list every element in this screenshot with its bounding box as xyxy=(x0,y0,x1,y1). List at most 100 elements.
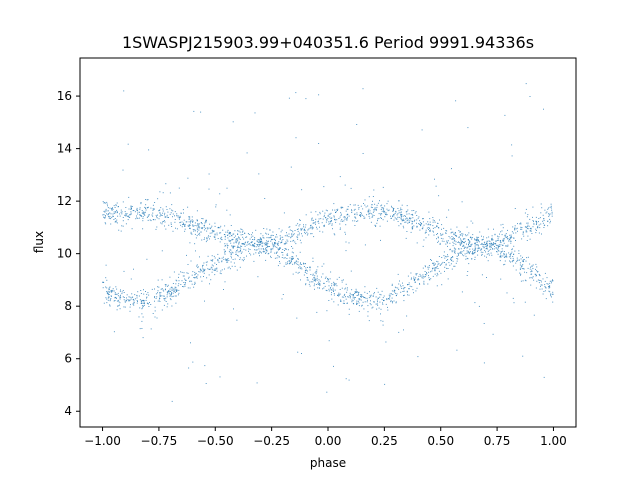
data-point xyxy=(165,301,167,302)
data-point xyxy=(350,270,352,272)
data-point xyxy=(358,310,360,312)
data-point xyxy=(376,299,378,301)
data-point xyxy=(287,263,288,265)
data-point xyxy=(492,243,494,245)
data-point xyxy=(474,242,476,244)
data-point xyxy=(316,271,318,273)
data-point xyxy=(114,293,116,295)
data-point xyxy=(102,281,104,283)
data-point xyxy=(262,249,264,251)
data-point xyxy=(364,217,366,219)
data-point xyxy=(417,278,419,280)
data-point xyxy=(292,273,294,275)
data-point xyxy=(529,230,531,232)
data-point xyxy=(397,221,399,222)
data-point xyxy=(123,306,125,308)
data-point xyxy=(358,299,360,301)
data-point xyxy=(216,234,218,236)
data-point xyxy=(544,290,546,292)
x-axis-ticks: −1.00 −0.75 −0.50 −0.25 0.00 0.25 0.50 0.75 1.00 xyxy=(84,427,567,448)
data-point xyxy=(183,212,184,214)
data-point xyxy=(452,260,454,262)
data-point xyxy=(240,248,242,250)
data-point xyxy=(125,213,127,215)
data-point xyxy=(157,214,158,216)
data-point xyxy=(123,90,125,92)
data-point xyxy=(162,210,164,212)
data-point xyxy=(121,211,123,213)
data-point xyxy=(485,248,487,250)
data-point xyxy=(526,216,528,218)
data-point xyxy=(330,289,332,291)
data-point xyxy=(278,241,280,243)
data-point xyxy=(205,220,207,222)
data-point xyxy=(359,212,361,213)
data-point xyxy=(194,281,196,283)
data-point xyxy=(228,233,230,235)
data-point xyxy=(286,254,288,256)
data-point xyxy=(336,219,338,221)
data-point xyxy=(244,244,246,245)
data-point xyxy=(406,213,408,215)
data-point xyxy=(152,313,154,314)
data-point xyxy=(316,279,318,281)
data-point xyxy=(237,246,239,248)
data-point xyxy=(219,227,221,229)
data-point xyxy=(400,218,402,220)
data-point xyxy=(340,206,342,208)
data-point xyxy=(370,304,372,306)
data-point xyxy=(499,256,501,258)
data-point xyxy=(241,231,243,233)
data-point xyxy=(265,253,267,254)
data-point xyxy=(425,231,427,233)
data-point xyxy=(403,287,405,289)
data-point xyxy=(144,302,145,304)
data-point xyxy=(303,262,304,264)
data-point xyxy=(382,324,384,326)
data-point xyxy=(412,213,413,215)
data-point xyxy=(339,293,341,295)
data-point xyxy=(520,222,522,224)
data-point xyxy=(400,286,402,288)
data-point xyxy=(301,229,303,230)
data-point xyxy=(326,310,328,312)
data-point xyxy=(240,245,241,247)
data-point xyxy=(363,308,365,310)
data-point xyxy=(412,227,414,229)
data-point xyxy=(240,250,241,252)
data-point xyxy=(152,204,154,206)
data-point xyxy=(481,243,483,245)
data-point xyxy=(259,244,261,246)
data-point xyxy=(535,268,536,270)
data-point xyxy=(440,237,442,239)
data-point xyxy=(119,215,121,217)
data-point xyxy=(249,249,251,250)
data-point xyxy=(520,255,522,257)
data-point xyxy=(318,143,320,144)
data-point xyxy=(295,137,297,139)
data-point xyxy=(300,279,301,281)
data-point xyxy=(548,287,550,289)
data-point xyxy=(434,270,436,272)
data-point xyxy=(393,219,395,221)
data-point xyxy=(382,219,384,221)
data-point xyxy=(550,280,552,282)
data-point xyxy=(377,301,378,303)
data-point xyxy=(194,222,196,224)
data-point xyxy=(182,223,184,225)
data-point xyxy=(235,238,237,240)
data-point xyxy=(208,268,210,270)
data-point xyxy=(317,283,319,285)
data-point xyxy=(468,253,470,255)
data-point xyxy=(227,237,229,239)
data-point xyxy=(355,291,357,293)
data-point xyxy=(474,249,476,251)
data-point xyxy=(121,293,123,295)
data-point xyxy=(211,225,213,227)
data-point xyxy=(243,257,245,259)
data-point xyxy=(230,253,232,255)
data-point xyxy=(354,225,356,226)
data-point xyxy=(105,277,107,279)
data-point xyxy=(538,224,540,226)
data-point xyxy=(340,300,341,302)
